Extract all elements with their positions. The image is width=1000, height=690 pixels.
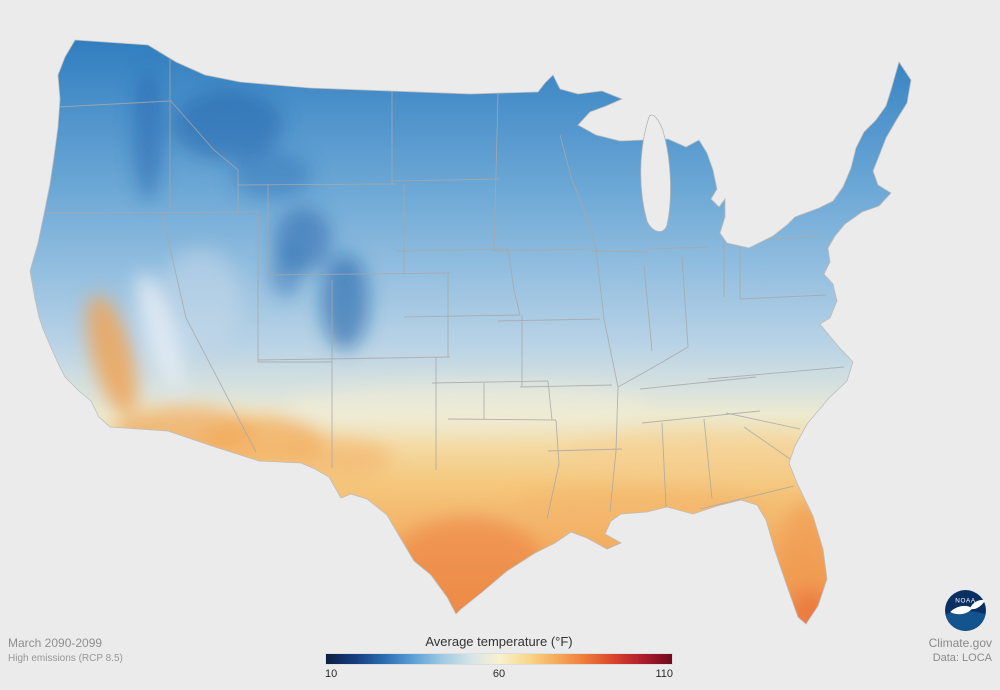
brand-climate-gov: Climate.gov bbox=[928, 636, 992, 650]
legend-colorbar bbox=[325, 653, 673, 665]
legend-tick-max: 110 bbox=[655, 668, 673, 680]
credits: Climate.gov Data: LOCA bbox=[929, 636, 992, 666]
noaa-logo-icon: NOAA bbox=[945, 590, 986, 631]
legend-title: Average temperature (°F) bbox=[425, 634, 573, 649]
noaa-logo-text: NOAA bbox=[955, 597, 976, 604]
legend-tick-mid: 60 bbox=[492, 668, 506, 680]
temperature-legend: Average temperature (°F) 10 60 110 bbox=[325, 634, 673, 684]
state-borders bbox=[35, 45, 845, 520]
legend-ticks: 10 60 110 bbox=[325, 668, 673, 684]
data-source-label: Data: LOCA bbox=[932, 652, 992, 664]
caption-scenario: High emissions (RCP 8.5) bbox=[8, 653, 123, 664]
caption-period: March 2090-2099 bbox=[8, 636, 103, 650]
map-caption: March 2090-2099 High emissions (RCP 8.5) bbox=[8, 636, 123, 666]
legend-tick-min: 10 bbox=[325, 668, 338, 680]
us-coastline bbox=[29, 39, 912, 625]
lake-michigan bbox=[640, 114, 671, 232]
noaa-logo: NOAA bbox=[944, 589, 987, 632]
